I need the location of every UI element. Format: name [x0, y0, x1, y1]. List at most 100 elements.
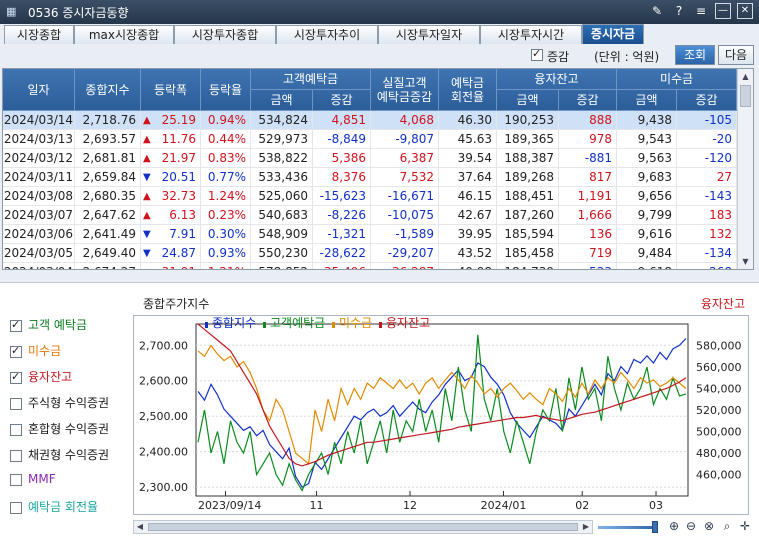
- scroll-right-icon[interactable]: ▶: [582, 522, 590, 531]
- cell-index: 2,681.81: [75, 149, 141, 168]
- series-checkbox[interactable]: [10, 370, 22, 384]
- series-checkbox[interactable]: [10, 449, 22, 462]
- table-row[interactable]: 2024/03/11 2,659.84 ▼ 20.51 0.77% 533,436 8,37…: [3, 168, 737, 187]
- chart-area[interactable]: 2,700.00 2,600.00 2,500.00 2,400.00 2,300.00…: [133, 315, 749, 515]
- header-credit-amount: 금액: [497, 90, 559, 111]
- series-checkbox[interactable]: [10, 397, 22, 410]
- cell-depc: 5,386: [313, 149, 371, 168]
- query-button[interactable]: 조회: [675, 45, 715, 65]
- series-toggle[interactable]: 고객 예탁금: [10, 316, 87, 333]
- hscroll-thumb[interactable]: [148, 523, 578, 531]
- tab-2[interactable]: 시장투자종합: [174, 25, 276, 44]
- cell-crec: 136: [559, 225, 617, 244]
- cell-unp: 9,656: [617, 187, 677, 206]
- unit-label: (단위 : 억원): [594, 50, 660, 64]
- change-checkbox[interactable]: [531, 47, 543, 61]
- cell-depc: 8,376: [313, 168, 371, 187]
- right-tick-label: 480,000: [696, 447, 742, 460]
- minimize-icon[interactable]: —: [715, 3, 731, 19]
- zoom-slider[interactable]: [598, 521, 660, 533]
- table-row[interactable]: 2024/03/12 2,681.81 ▲ 21.97 0.83% 538,822 5,38…: [3, 149, 737, 168]
- table-row[interactable]: 2024/03/14 2,718.76 ▲ 25.19 0.94% 534,824 4,85…: [3, 111, 737, 130]
- cell-unpc: -120: [677, 149, 737, 168]
- cell-cre: 190,253: [497, 111, 559, 130]
- legend-marker: [332, 322, 335, 328]
- close-icon[interactable]: ✕: [737, 3, 753, 19]
- right-tick-label: 540,000: [696, 383, 742, 396]
- scroll-up-icon[interactable]: ▲: [742, 72, 749, 81]
- table-row[interactable]: 2024/03/05 2,649.40 ▼ 24.87 0.93% 550,230 -28,…: [3, 244, 737, 263]
- cell-rate: 0.44%: [201, 130, 251, 149]
- table-row[interactable]: 2024/03/06 2,641.49 ▼ 7.91 0.30% 548,909 -1,32…: [3, 225, 737, 244]
- series-toggle-label: 주식형 수익증권: [28, 396, 110, 410]
- series-toggle[interactable]: 예탁금 회전율: [10, 498, 98, 515]
- header-real-deposit: 실질고객 예탁금증감: [371, 69, 439, 111]
- cell-rate: 0.94%: [201, 111, 251, 130]
- cell-index: 2,649.40: [75, 244, 141, 263]
- help-icon[interactable]: ?: [675, 4, 683, 18]
- scroll-left-icon[interactable]: ◀: [136, 522, 144, 531]
- series-toggle[interactable]: 미수금: [10, 342, 61, 359]
- series-toggle[interactable]: MMF: [10, 472, 56, 486]
- cell-date: 2024/03/08: [3, 187, 75, 206]
- cell-cre: 188,451: [497, 187, 559, 206]
- cell-unp: 9,563: [617, 149, 677, 168]
- series-toggle[interactable]: 융자잔고: [10, 368, 72, 385]
- cell-depc: 4,851: [313, 111, 371, 130]
- zoom-fit-icon[interactable]: ⊗: [703, 519, 715, 533]
- menu-icon[interactable]: ≡: [695, 4, 707, 18]
- scroll-down-icon[interactable]: ▼: [742, 257, 749, 266]
- table-row[interactable]: 2024/03/13 2,693.57 ▲ 11.76 0.44% 529,973 -8,8…: [3, 130, 737, 149]
- scroll-thumb[interactable]: [740, 85, 751, 107]
- horizontal-scrollbar[interactable]: ◀ ▶: [133, 520, 593, 534]
- cell-cre: 189,365: [497, 130, 559, 149]
- series-toggle-label: 미수금: [28, 344, 62, 358]
- series-toggle-label: 혼합형 수익증권: [28, 422, 110, 436]
- cell-turn: 39.95: [439, 225, 497, 244]
- table-row[interactable]: 2024/03/08 2,680.35 ▲ 32.73 1.24% 525,060 -15,…: [3, 187, 737, 206]
- tab-1[interactable]: max시장종합: [74, 25, 174, 44]
- cell-turn: 40.98: [439, 263, 497, 269]
- tab-0[interactable]: 시장종합: [4, 25, 74, 44]
- line-chart: 2,700.00 2,600.00 2,500.00 2,400.00 2,300.00…: [139, 316, 742, 512]
- header-unpaid-amount: 금액: [617, 90, 677, 111]
- series-checkbox[interactable]: [10, 473, 22, 486]
- vertical-scrollbar[interactable]: ▲ ▼: [737, 69, 753, 269]
- cell-rate: 0.93%: [201, 244, 251, 263]
- series-checkbox[interactable]: [10, 318, 22, 332]
- table-row[interactable]: 2024/03/07 2,647.62 ▲ 6.13 0.23% 540,683 -8,22…: [3, 206, 737, 225]
- series-checkbox[interactable]: [10, 501, 22, 514]
- tab-4[interactable]: 시장투자일자: [378, 25, 480, 44]
- series-toggle-label: MMF: [28, 472, 56, 486]
- zoom-knob[interactable]: [652, 521, 658, 533]
- series-toggle[interactable]: 주식형 수익증권: [10, 394, 109, 411]
- right-tick-label: 560,000: [696, 361, 742, 374]
- header-index: 종합지수: [75, 69, 141, 111]
- series-toggle-label: 채권형 수익증권: [28, 448, 110, 462]
- cell-change: ▲ 6.13: [141, 206, 201, 225]
- series-toggle[interactable]: 채권형 수익증권: [10, 446, 109, 463]
- zoom-in-icon[interactable]: ⊕: [668, 519, 680, 533]
- change-label: 증감: [547, 50, 570, 64]
- cell-real: -1,589: [371, 225, 439, 244]
- cell-cre: 185,594: [497, 225, 559, 244]
- next-button[interactable]: 다음: [718, 45, 754, 65]
- table-row[interactable]: 2024/03/042,674.27▲ 31.91 1.21%578,85235,4…: [3, 263, 737, 269]
- series-checkbox[interactable]: [10, 344, 22, 358]
- series-checkbox[interactable]: [10, 423, 22, 436]
- zoom-reset-icon[interactable]: ⌕: [723, 519, 731, 533]
- crosshair-icon[interactable]: ✛: [739, 519, 751, 533]
- cell-unp: 9,438: [617, 111, 677, 130]
- pin-icon[interactable]: ✎: [651, 4, 663, 18]
- change-value: 7.91: [169, 227, 196, 241]
- zoom-out-icon[interactable]: ⊖: [685, 519, 697, 533]
- change-value: 20.51: [161, 170, 196, 184]
- cell-dep: 548,909: [251, 225, 313, 244]
- tab-6[interactable]: 증시자금: [582, 24, 644, 44]
- plot-frame: [195, 323, 689, 497]
- tab-5[interactable]: 시장투자시간: [480, 25, 582, 44]
- header-rate: 등락율: [201, 69, 251, 111]
- series-toggle[interactable]: 혼합형 수익증권: [10, 420, 109, 437]
- tab-3[interactable]: 시장투자추이: [276, 25, 378, 44]
- cell-unpc: -268: [677, 263, 737, 269]
